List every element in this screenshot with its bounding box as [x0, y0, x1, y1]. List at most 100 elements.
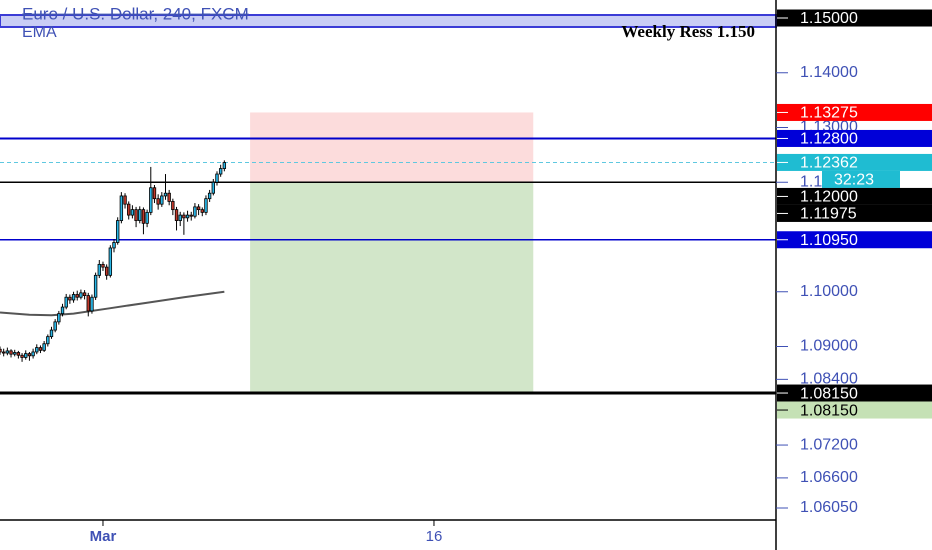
candle-body	[20, 354, 24, 358]
price-label-box	[777, 129, 932, 147]
candle-body	[68, 296, 72, 301]
candle-body	[46, 336, 50, 345]
candle-body	[138, 209, 142, 221]
candle-body	[196, 206, 201, 211]
price-label-box	[777, 204, 932, 222]
target-zone	[250, 182, 534, 394]
candle-body	[119, 195, 124, 221]
price-label: 1.12800	[800, 131, 858, 148]
candle-body	[222, 162, 227, 169]
candle-body	[171, 201, 175, 211]
candle-body	[141, 209, 146, 224]
price-label-box	[777, 384, 932, 402]
candle-body	[79, 292, 83, 298]
candle-body	[13, 352, 17, 355]
price-label-box	[777, 231, 932, 249]
candle-body	[16, 352, 21, 356]
candle-body	[116, 220, 120, 243]
price-label: 1.10950	[800, 232, 858, 249]
plot-area	[0, 14, 777, 395]
price-label: 1.08150	[800, 385, 858, 402]
price-label: 1.12362	[800, 155, 858, 172]
price-label-box	[777, 187, 932, 205]
candle-body	[193, 206, 197, 217]
price-label: 1.11975	[800, 206, 857, 223]
candle-body	[64, 296, 68, 308]
candle-body	[71, 294, 76, 301]
candle-body	[0, 348, 2, 353]
candle-body	[86, 295, 90, 312]
candle-body	[207, 192, 212, 200]
candle-body	[127, 203, 131, 216]
candle-body	[53, 321, 57, 331]
candle-body	[90, 296, 94, 312]
candle-body	[9, 350, 13, 355]
countdown: 32:23	[834, 172, 874, 189]
price-label-box	[777, 9, 932, 27]
candle-body	[49, 329, 54, 338]
candle-body	[38, 347, 43, 351]
candle-body	[163, 192, 168, 197]
y-tick-label: 1.07200	[800, 436, 858, 453]
candle-body	[93, 274, 98, 298]
price-axis: 1.140001.130001.120001.100001.090001.084…	[776, 9, 932, 516]
candle-body	[75, 294, 79, 298]
candle-body	[149, 187, 153, 213]
price-label-box	[777, 153, 932, 171]
y-tick-label: 1.06050	[800, 499, 858, 516]
stop-zone	[250, 112, 534, 183]
candle-body	[160, 195, 164, 205]
candle-body	[57, 313, 61, 323]
candle-body	[178, 214, 182, 221]
candle-body	[35, 347, 39, 353]
candle-body	[104, 266, 109, 276]
candle-body	[174, 209, 179, 221]
candle-body	[134, 209, 138, 221]
candle-body	[31, 351, 35, 357]
annotation: Weekly Ress 1.150	[621, 22, 755, 41]
x-tick-label: 16	[426, 528, 443, 545]
y-tick-label: 1.08400	[800, 371, 858, 388]
candle-body	[200, 209, 204, 213]
candle-body	[211, 181, 215, 194]
y-tick-label: 1.10000	[800, 283, 858, 300]
candle-body	[97, 263, 101, 276]
candle-body	[182, 214, 186, 219]
candle-body	[152, 187, 157, 200]
candle-body	[167, 192, 171, 202]
ema-line	[0, 290, 225, 317]
candle-body	[82, 292, 87, 296]
candle-body	[189, 214, 193, 217]
chart-title: Euro / U.S. Dollar, 240, FXCM	[22, 4, 249, 23]
price-label: 1.08150	[800, 402, 858, 419]
price-label: 1.15000	[800, 10, 858, 27]
x-tick-label: Mar	[90, 528, 117, 545]
candle-body	[5, 350, 10, 354]
candle-body	[145, 211, 149, 224]
price-label: 1.12000	[800, 189, 858, 206]
candle-body	[204, 198, 208, 213]
y-tick-label: 1.14000	[800, 64, 858, 81]
candle-body	[60, 306, 65, 315]
price-label-box	[777, 401, 932, 419]
candle-body	[24, 353, 28, 358]
candle-body	[123, 195, 127, 205]
price-label-box	[777, 103, 932, 121]
candle-body	[108, 247, 113, 276]
y-tick-label: 1.09000	[800, 338, 858, 355]
indicator-label: EMA	[22, 24, 57, 41]
candle-body	[112, 242, 116, 249]
price-label: 1.13275	[800, 105, 858, 122]
candle-body	[27, 353, 32, 357]
candle-body	[42, 343, 46, 351]
candle-body	[1, 351, 6, 354]
y-tick-label: 1.06600	[800, 469, 858, 486]
candle-body	[185, 214, 190, 219]
candle-body	[101, 263, 105, 268]
candle-body	[130, 209, 135, 216]
countdown-box	[822, 170, 900, 188]
candle-body	[218, 168, 223, 175]
candle-body	[156, 198, 160, 205]
candle-body	[215, 173, 219, 183]
